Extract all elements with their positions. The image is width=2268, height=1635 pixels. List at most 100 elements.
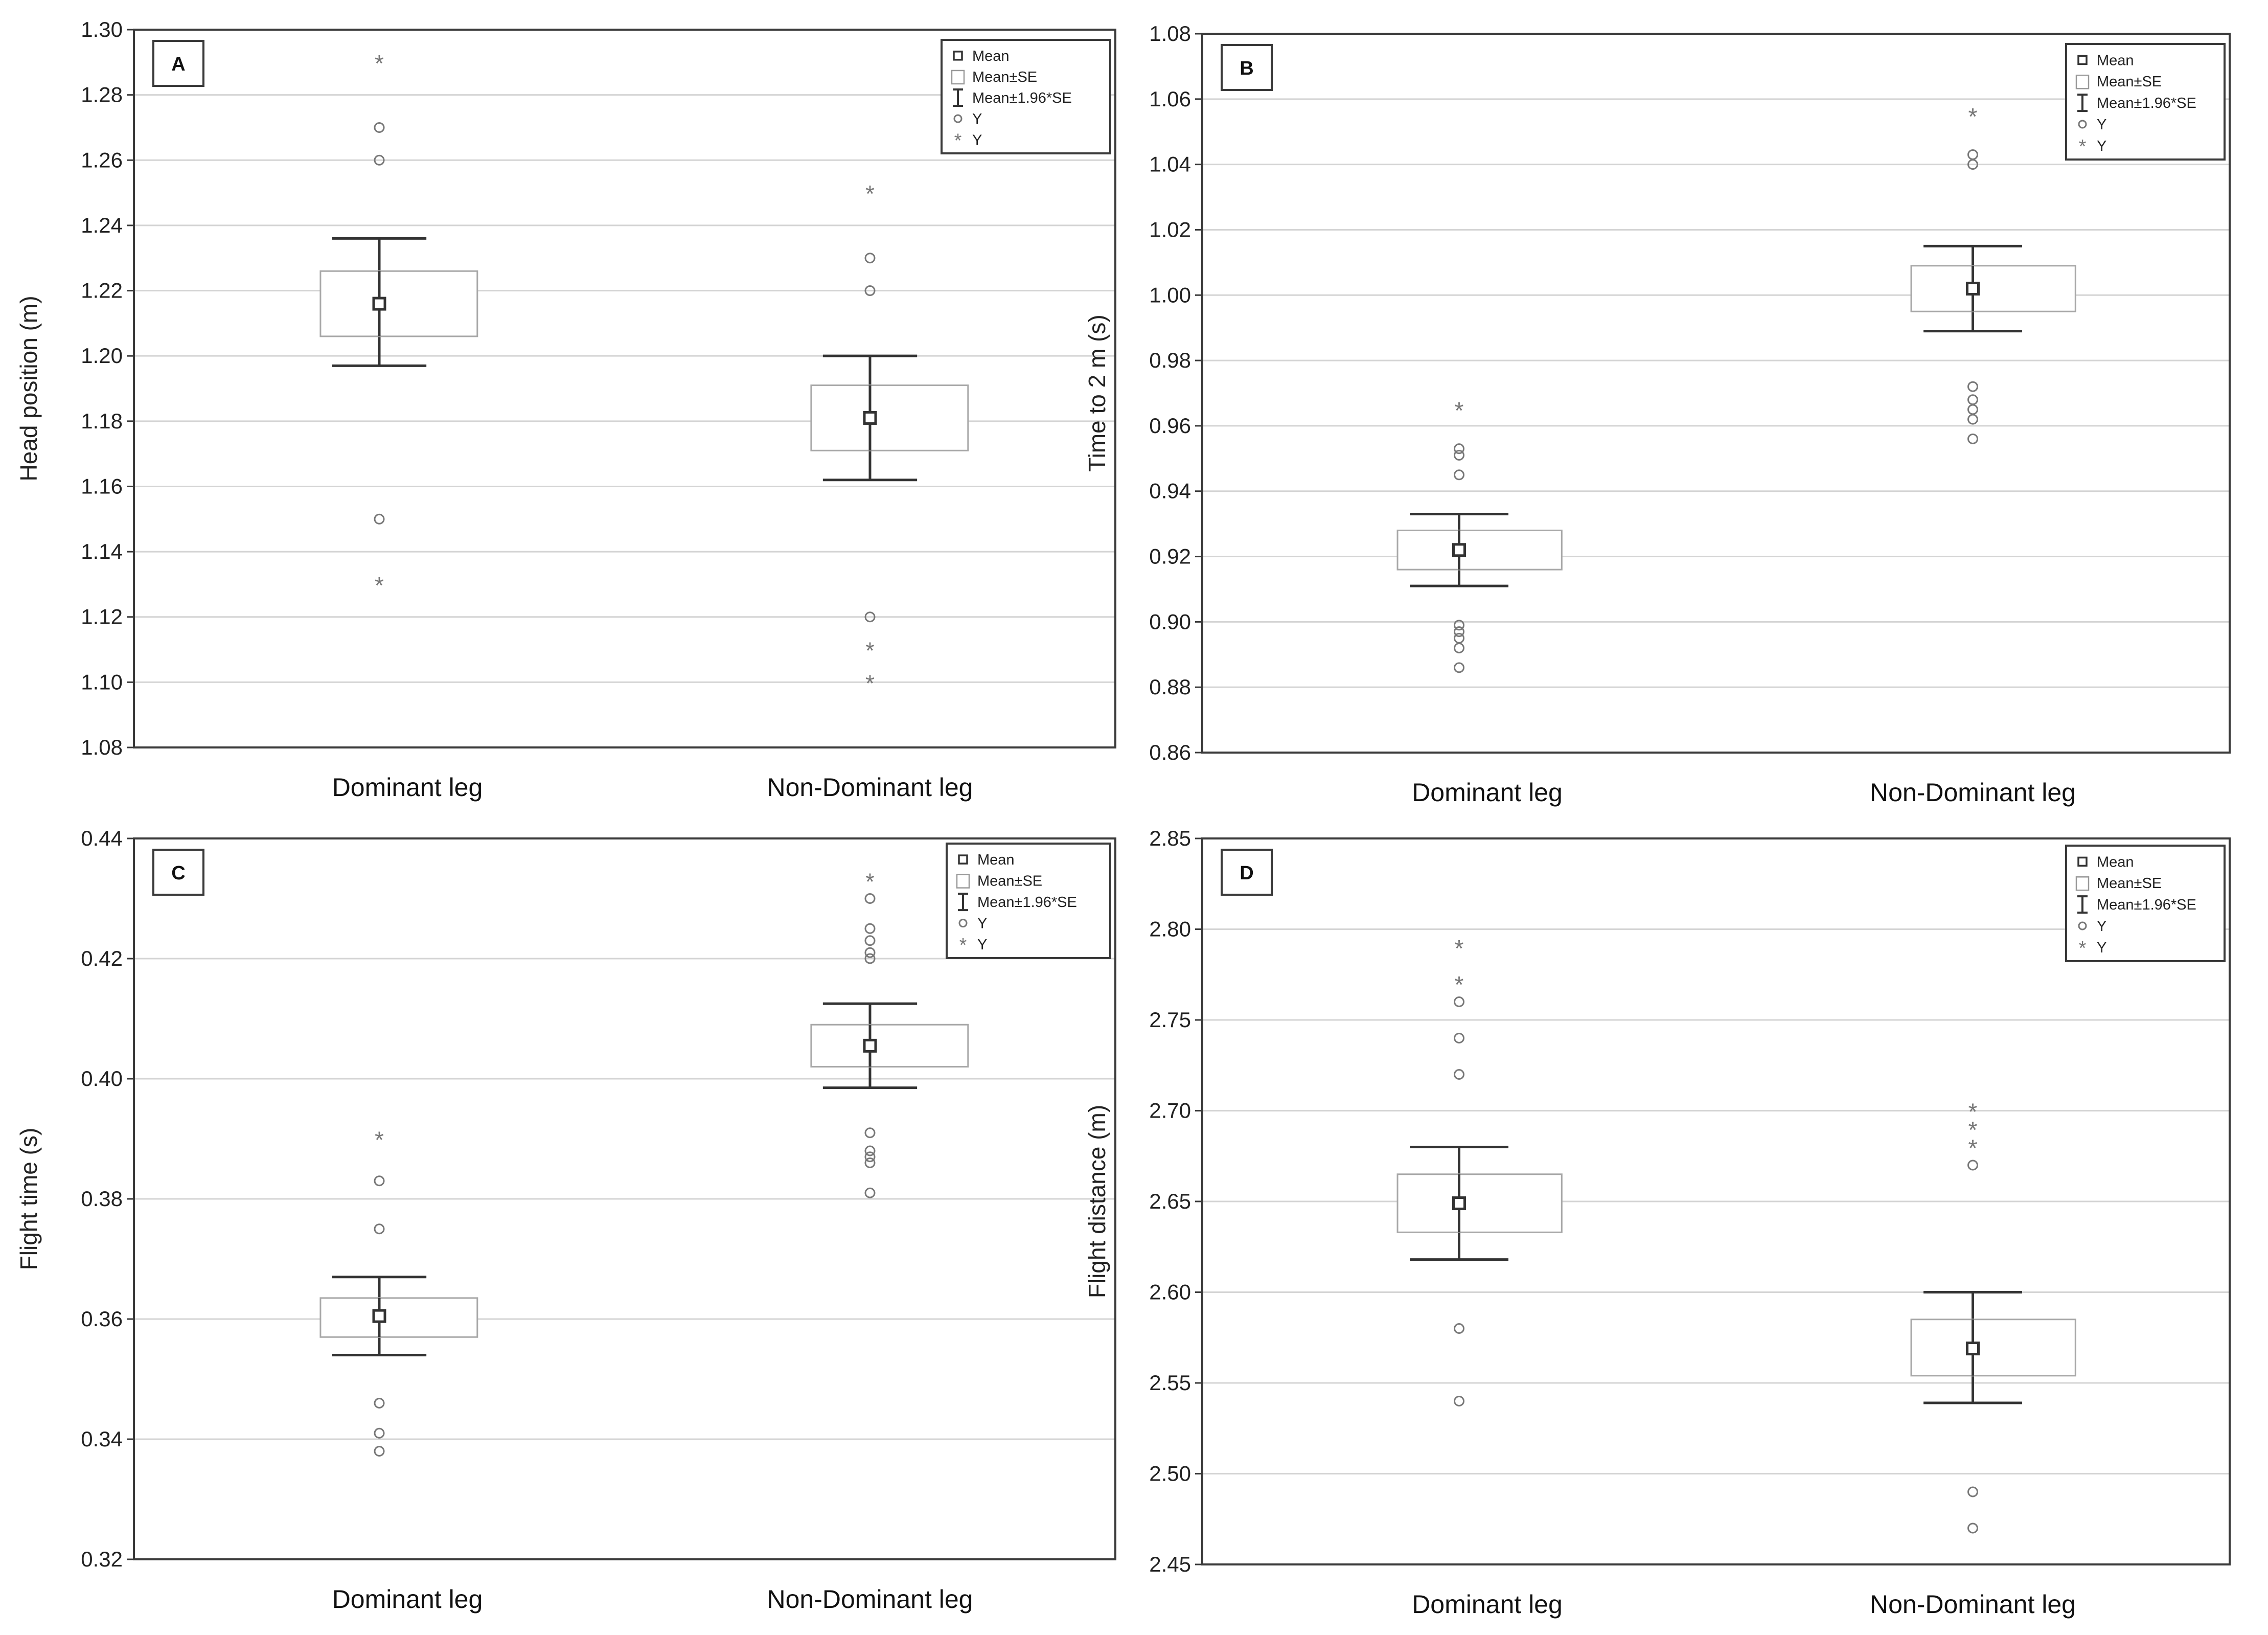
outlier-point (374, 154, 385, 166)
legend-label: Mean±SE (977, 873, 1042, 890)
legend-item-outlier: Y (953, 111, 982, 127)
legend-item-se: Mean±SE (951, 69, 1037, 85)
y-tick-label: 0.86 (1149, 740, 1191, 764)
extreme-point: * (865, 670, 875, 696)
y-tick-label: 1.04 (1149, 152, 1191, 176)
y-tick-label: 2.80 (1149, 917, 1191, 941)
legend-item-extreme: * Y (954, 130, 982, 151)
outlier-point (1454, 469, 1464, 481)
y-tick-label: 1.18 (81, 409, 123, 433)
legend-mean-symbol (958, 854, 968, 865)
legend-item-mean: Mean (953, 48, 1010, 64)
legend-outlier-symbol (953, 114, 963, 123)
extreme-point: * (865, 180, 875, 207)
outlier-point (1967, 1160, 1978, 1171)
mean-marker (1452, 543, 1466, 557)
outlier-point (1454, 1396, 1464, 1406)
outlier-point (1454, 443, 1464, 455)
extreme-point: * (375, 572, 384, 599)
outlier-point (374, 1427, 385, 1439)
y-tick-label: 1.30 (81, 17, 123, 41)
outlier-point (1967, 404, 1978, 415)
outlier-point (374, 1398, 385, 1409)
outlier-point (864, 1187, 876, 1198)
legend-item-ci: Mean±1.96*SE (2077, 94, 2196, 112)
y-tick-label: 1.28 (81, 83, 123, 107)
legend-mean-symbol (2077, 856, 2088, 867)
group-dominant: Dominant leg * * (319, 50, 483, 802)
outlier-point (864, 285, 876, 297)
chart-panel-b: 0.86 0.88 0.90 0.92 0.94 0.96 0.98 1.00 1.02 1.04… (1084, 21, 2231, 807)
plot-frame (1201, 33, 2231, 754)
outlier-point (864, 1151, 876, 1163)
mean-marker (863, 411, 877, 425)
outlier-point (864, 923, 876, 934)
y-tick-label: 1.02 (1149, 217, 1191, 241)
y-tick-label: 1.06 (1149, 87, 1191, 111)
extreme-point: * (865, 638, 875, 664)
mean-marker (372, 1309, 386, 1323)
y-tick-label: 2.60 (1149, 1280, 1191, 1304)
legend-mean-symbol (953, 51, 963, 61)
y-tick-label: 1.12 (81, 605, 123, 629)
y-axis-label: Flight distance (m) (1084, 1105, 1110, 1298)
x-tick-label: Dominant leg (332, 1585, 483, 1614)
se-box (1910, 1319, 2076, 1377)
panel-label: D (1221, 849, 1273, 896)
extreme-point: * (1968, 1135, 1978, 1162)
outlier-point (1967, 433, 1978, 444)
outlier-point (1454, 626, 1464, 638)
legend-frame (2065, 845, 2226, 962)
legend-label: Mean±1.96*SE (972, 90, 1072, 106)
x-tick-label: Non-Dominant leg (1870, 778, 2076, 807)
legend-item-mean: Mean (958, 852, 1015, 868)
plot-frame (133, 837, 1116, 1560)
y-tick-label: 1.26 (81, 148, 123, 172)
extreme-point: * (1968, 1117, 1978, 1143)
y-tick-label: 0.88 (1149, 675, 1191, 699)
y-tick-label: 0.34 (81, 1427, 123, 1451)
y-tick-label: 2.85 (1149, 826, 1191, 850)
outlier-point (1454, 449, 1464, 461)
outlier-point (864, 1157, 876, 1168)
legend-item-mean: Mean (2077, 52, 2134, 69)
legend-label: Y (972, 132, 982, 148)
legend-label: Mean±1.96*SE (2097, 95, 2196, 111)
y-tick-label: 0.96 (1149, 414, 1191, 438)
mean-marker (372, 297, 386, 311)
legend-item-outlier: Y (2078, 918, 2106, 935)
outlier-point (1454, 1069, 1464, 1080)
legend-ci-symbol (958, 893, 968, 912)
legend-item-extreme: * Y (2079, 136, 2107, 157)
outlier-point (374, 513, 385, 525)
x-tick-label: Non-Dominant leg (767, 773, 973, 802)
mean-marker (863, 1038, 877, 1053)
legend-mean-symbol (2077, 55, 2088, 65)
legend-se-symbol (956, 874, 970, 889)
outlier-point (864, 893, 876, 904)
legend-extreme-symbol: * (2079, 136, 2087, 157)
y-tick-label: 1.24 (81, 213, 123, 237)
legend-label: Mean (977, 852, 1015, 868)
legend-extreme-symbol: * (2079, 938, 2087, 959)
outlier-point (1454, 642, 1464, 653)
panel-label-frame (152, 40, 204, 87)
outlier-point (1967, 149, 1978, 160)
x-tick-label: Non-Dominant leg (767, 1585, 973, 1614)
legend-label: Y (972, 111, 982, 127)
panel-label-frame (1221, 44, 1273, 91)
legend-outlier-symbol (2078, 921, 2087, 930)
legend-frame (2065, 43, 2226, 161)
legend-item-outlier: Y (958, 916, 987, 932)
x-tick-label: Dominant leg (1412, 778, 1563, 807)
y-tick-label: 0.92 (1149, 544, 1191, 569)
y-tick-label: 0.38 (81, 1187, 123, 1211)
panel-label: C (152, 849, 204, 896)
outlier-point (1967, 1523, 1978, 1534)
legend-label: Y (2097, 918, 2106, 935)
legend-extreme-symbol: * (959, 935, 967, 956)
